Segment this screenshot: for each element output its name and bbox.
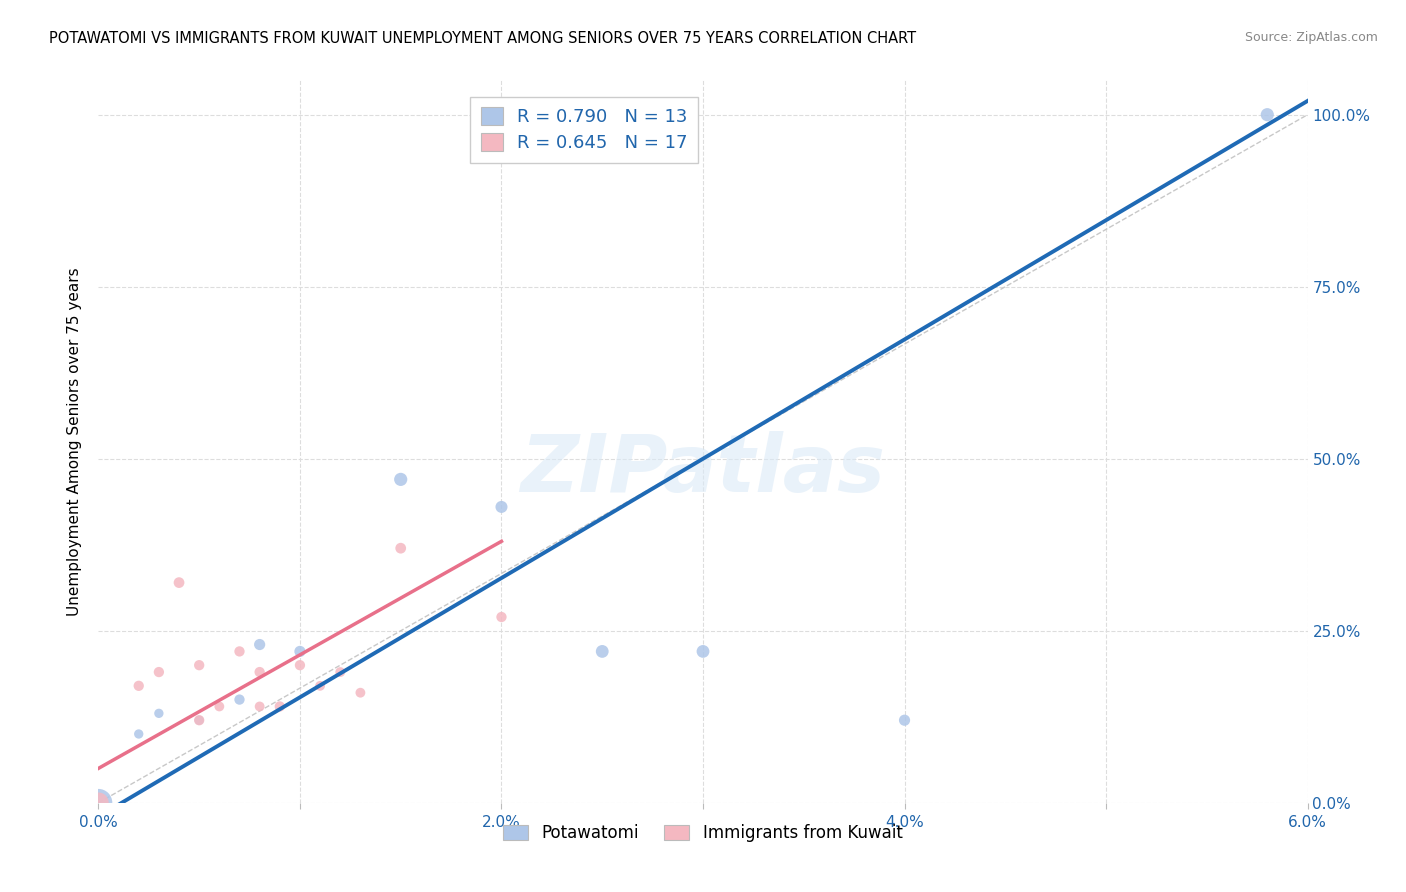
Point (188, 713, 211, 727)
Point (148, 665, 170, 679)
Point (893, 713, 915, 727)
Point (309, 679, 332, 693)
Point (329, 665, 352, 679)
Point (228, 644, 250, 658)
Point (188, 713, 211, 727)
Point (349, 686, 371, 700)
Point (249, 699, 271, 714)
Text: Source: ZipAtlas.com: Source: ZipAtlas.com (1244, 31, 1378, 45)
Point (148, 706, 170, 721)
Point (87, 796, 110, 810)
Point (491, 500, 513, 514)
Point (249, 638, 271, 652)
Text: ZIPatlas: ZIPatlas (520, 432, 886, 509)
Point (269, 699, 291, 714)
Point (167, 575, 190, 590)
Point (87, 796, 110, 810)
Point (389, 472, 412, 486)
Point (692, 644, 714, 658)
Point (128, 727, 150, 741)
Y-axis label: Unemployment Among Seniors over 75 years: Unemployment Among Seniors over 75 years (66, 268, 82, 615)
Legend: Potawatomi, Immigrants from Kuwait: Potawatomi, Immigrants from Kuwait (496, 817, 910, 848)
Point (1256, 108, 1278, 122)
Point (591, 644, 613, 658)
Point (491, 610, 513, 624)
Point (288, 658, 311, 673)
Point (288, 644, 311, 658)
Point (389, 541, 412, 556)
Point (128, 679, 150, 693)
Point (208, 699, 231, 714)
Text: POTAWATOMI VS IMMIGRANTS FROM KUWAIT UNEMPLOYMENT AMONG SENIORS OVER 75 YEARS CO: POTAWATOMI VS IMMIGRANTS FROM KUWAIT UNE… (49, 31, 917, 46)
Point (249, 665, 271, 679)
Point (228, 692, 250, 706)
Point (188, 658, 211, 673)
